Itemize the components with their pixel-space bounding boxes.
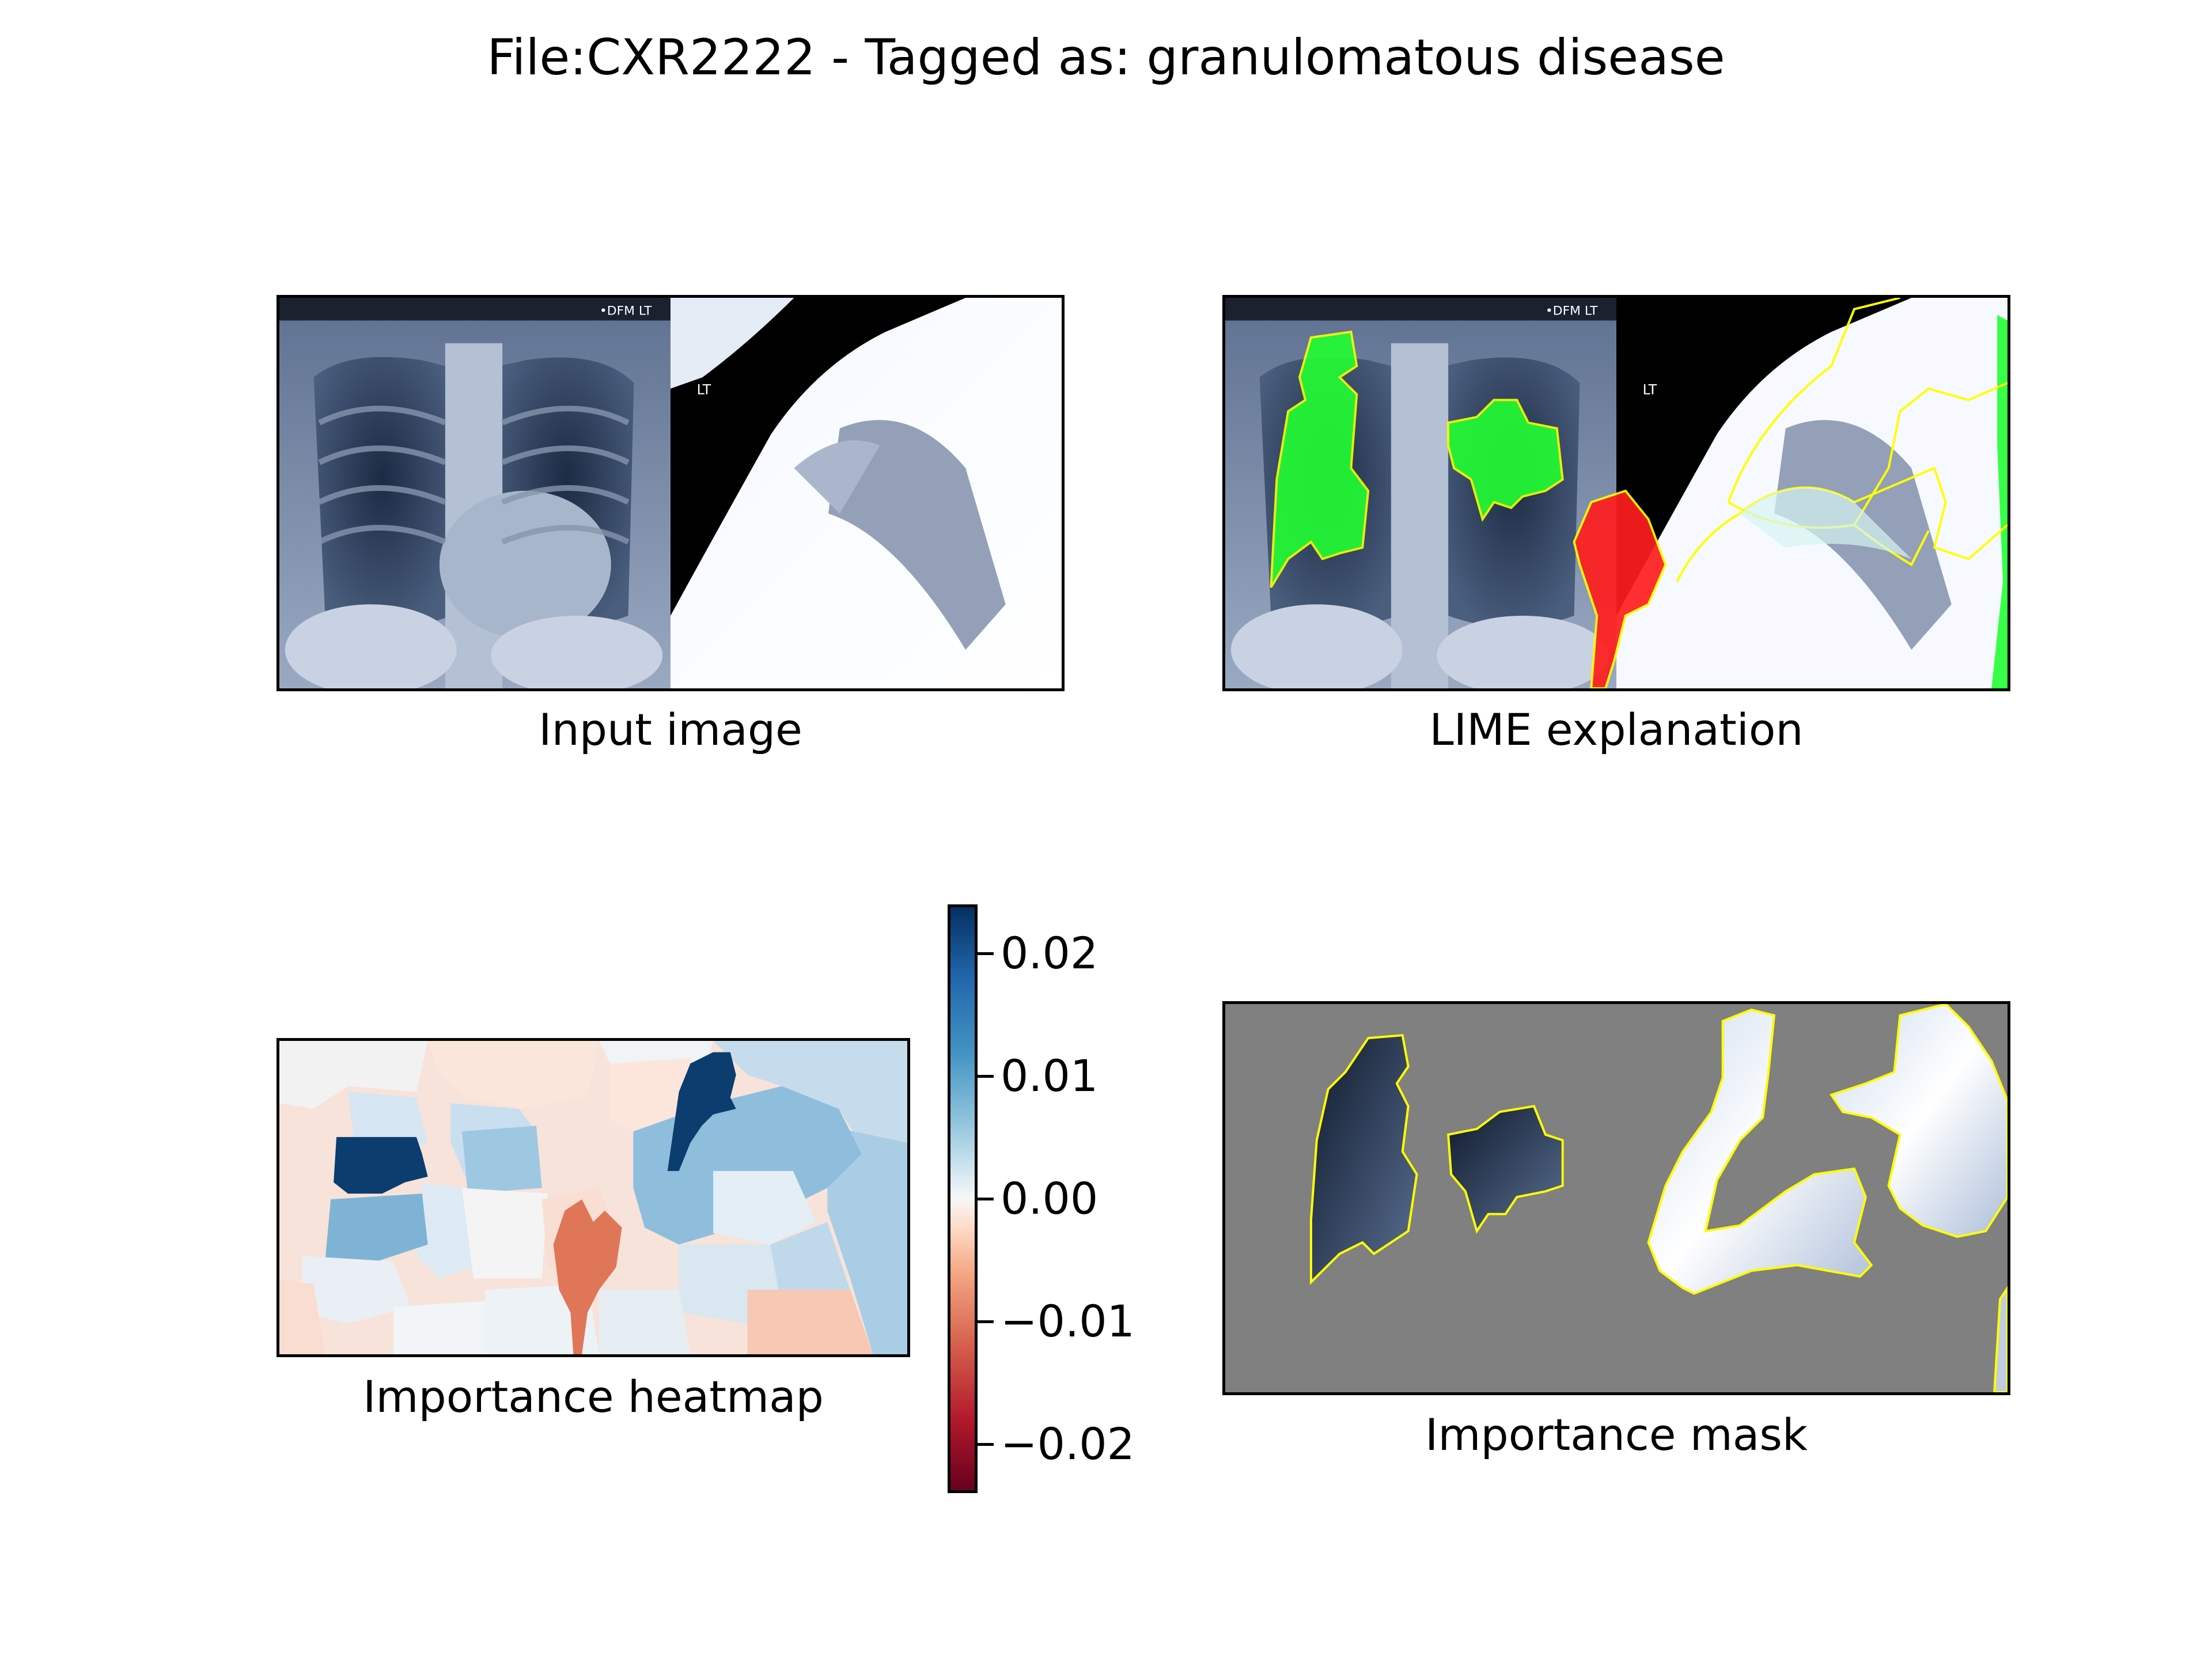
lime-overlay-image: •DFM LT LT xyxy=(1225,298,2008,688)
colorbar-tick-label: 0.02 xyxy=(1001,927,1099,979)
heatmap-strong-positive-region-1 xyxy=(334,1137,428,1194)
importance-mask-image xyxy=(1225,1004,2008,1392)
colorbar xyxy=(948,904,978,1493)
heatmap-strong-positive-region-2 xyxy=(667,1052,736,1171)
lime-marker-text: •DFM LT xyxy=(1546,304,1598,319)
figure-title: File:CXR2222 - Tagged as: granulomatous … xyxy=(487,29,1725,86)
mask-region-lateral-upper xyxy=(1830,1004,2008,1238)
colorbar-tick-mark xyxy=(978,1198,994,1200)
lime-explanation-panel: •DFM LT LT xyxy=(1222,295,2010,691)
colorbar-tick-label: −0.01 xyxy=(1001,1295,1135,1347)
xray-marker-text: •DFM LT xyxy=(600,304,652,319)
colorbar-tick-mark xyxy=(978,1442,994,1446)
colorbar-tick-label: −0.02 xyxy=(1001,1418,1135,1469)
importance-mask-panel xyxy=(1222,1001,2010,1395)
colorbar-tick-label: 0.00 xyxy=(1001,1173,1099,1224)
lime-explanation-caption: LIME explanation xyxy=(1429,704,1804,755)
lime-positive-region-right-lung xyxy=(1270,330,1370,588)
input-xray-image: •DFM LT LT xyxy=(279,298,1062,688)
mask-region-lateral-lung xyxy=(1647,1008,1873,1295)
importance-heatmap-image xyxy=(279,1041,907,1354)
colorbar-tick-mark xyxy=(978,952,994,956)
heatmap-negative-region xyxy=(553,1199,622,1354)
input-image-caption: Input image xyxy=(539,704,802,755)
importance-heatmap-panel xyxy=(276,1038,910,1357)
input-image-panel: •DFM LT LT xyxy=(276,295,1065,691)
importance-mask-caption: Importance mask xyxy=(1425,1409,1808,1460)
colorbar-tick-mark xyxy=(978,1075,994,1078)
mask-region-left-lung xyxy=(1447,1105,1564,1234)
xray-side-marker: LT xyxy=(697,382,711,398)
mask-region-right-lung xyxy=(1309,1034,1418,1285)
lime-negative-region xyxy=(1573,489,1667,688)
importance-heatmap-caption: Importance heatmap xyxy=(363,1371,824,1422)
colorbar-tick-label: 0.01 xyxy=(1001,1050,1099,1102)
lime-positive-region-left-lung xyxy=(1447,399,1564,522)
lime-side-marker: LT xyxy=(1643,382,1657,398)
colorbar-tick-mark xyxy=(978,1320,994,1323)
